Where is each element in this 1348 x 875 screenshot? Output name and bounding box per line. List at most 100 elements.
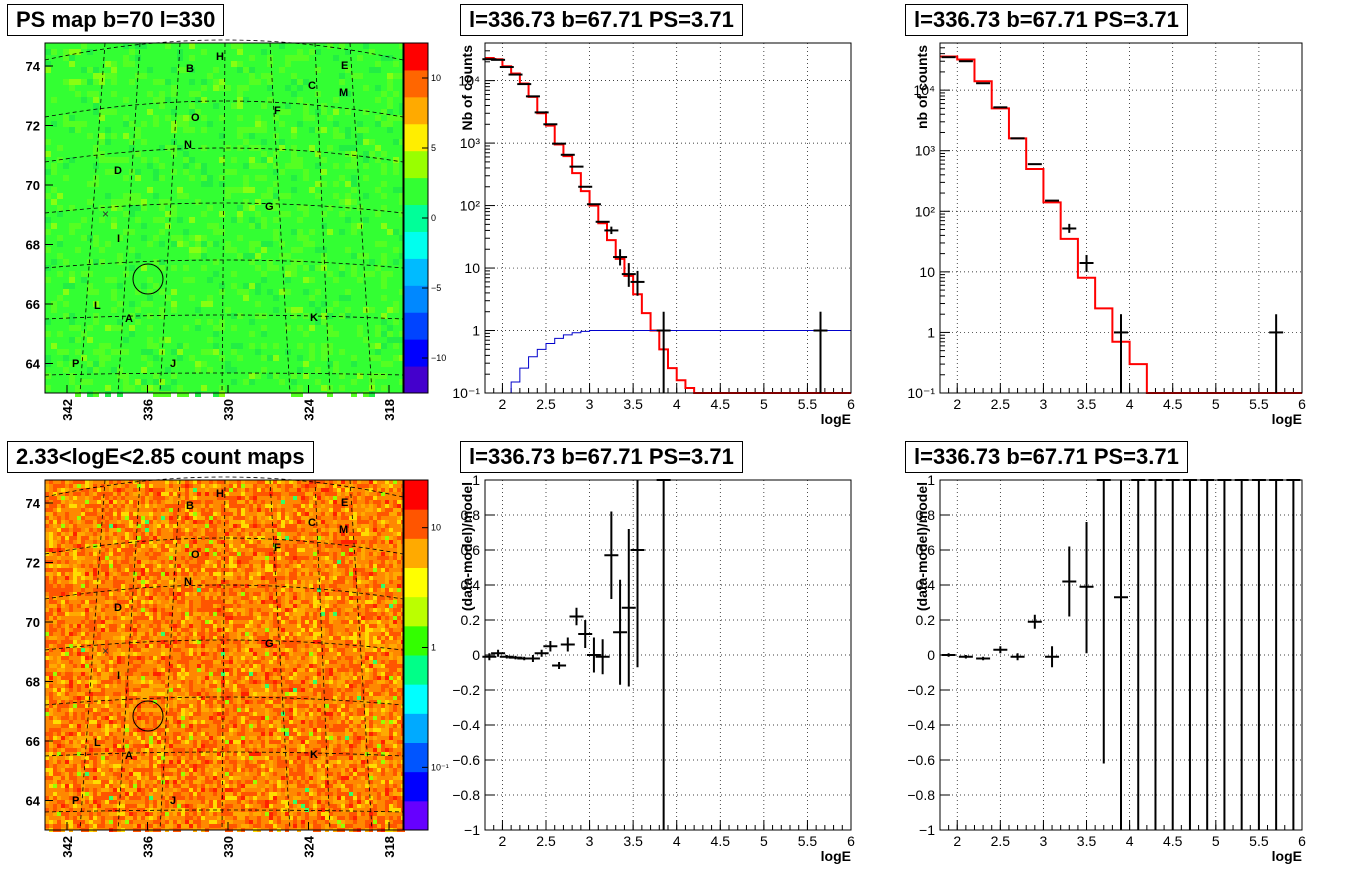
map-pixel xyxy=(365,572,369,576)
map-pixel xyxy=(369,616,373,620)
map-pixel xyxy=(99,349,105,355)
map-pixel xyxy=(225,628,229,632)
map-pixel xyxy=(321,319,327,325)
map-pixel xyxy=(111,217,117,223)
map-pixel xyxy=(165,644,169,648)
map-pixel xyxy=(357,632,361,636)
map-pixel xyxy=(145,564,149,568)
map-pixel xyxy=(165,492,169,496)
map-pixel xyxy=(317,748,321,752)
map-pixel xyxy=(87,49,93,55)
map-pixel xyxy=(57,688,61,692)
map-pixel xyxy=(237,103,243,109)
map-pixel xyxy=(245,632,249,636)
map-pixel xyxy=(161,632,165,636)
map-pixel xyxy=(65,696,69,700)
map-pixel xyxy=(265,548,269,552)
map-pixel xyxy=(293,636,297,640)
map-pixel xyxy=(221,636,225,640)
map-pixel xyxy=(181,480,185,484)
map-pixel xyxy=(261,612,265,616)
map-pixel xyxy=(277,564,281,568)
map-pixel xyxy=(249,632,253,636)
map-pixel xyxy=(69,672,73,676)
map-pixel xyxy=(185,504,189,508)
map-pixel xyxy=(153,516,157,520)
map-pixel xyxy=(245,704,249,708)
map-pixel xyxy=(341,544,345,548)
map-pixel xyxy=(325,556,329,560)
map-pixel xyxy=(45,712,49,716)
map-pixel xyxy=(195,361,201,367)
map-pixel xyxy=(57,740,61,744)
map-pixel xyxy=(123,271,129,277)
map-pixel xyxy=(317,688,321,692)
map-pixel xyxy=(257,556,261,560)
map-pixel xyxy=(385,672,389,676)
map-pixel xyxy=(329,584,333,588)
map-pixel xyxy=(365,608,369,612)
map-pixel xyxy=(267,355,273,361)
map-pixel xyxy=(291,307,297,313)
map-pixel xyxy=(277,612,281,616)
map-pixel xyxy=(373,532,377,536)
map-pixel xyxy=(109,552,113,556)
colorbar-band xyxy=(404,177,428,206)
map-pixel xyxy=(69,536,73,540)
map-pixel xyxy=(113,748,117,752)
map-pixel xyxy=(117,612,121,616)
map-pixel xyxy=(121,512,125,516)
map-pixel xyxy=(293,556,297,560)
map-pixel xyxy=(53,716,57,720)
map-pixel xyxy=(201,127,207,133)
map-pixel xyxy=(233,688,237,692)
map-pixel xyxy=(293,592,297,596)
map-pixel xyxy=(365,708,369,712)
map-pixel xyxy=(377,504,381,508)
map-pixel xyxy=(321,355,327,361)
map-pixel xyxy=(105,664,109,668)
map-pixel xyxy=(317,548,321,552)
map-pixel xyxy=(277,608,281,612)
map-pixel xyxy=(357,604,361,608)
map-pixel xyxy=(221,564,225,568)
map-pixel xyxy=(293,480,297,484)
map-pixel xyxy=(201,620,205,624)
map-pixel xyxy=(377,512,381,516)
map-pixel xyxy=(221,560,225,564)
map-pixel xyxy=(189,488,193,492)
map-pixel xyxy=(105,568,109,572)
map-pixel xyxy=(313,612,317,616)
map-pixel xyxy=(109,628,113,632)
map-pixel xyxy=(141,744,145,748)
latitude-line xyxy=(44,202,404,214)
map-pixel xyxy=(349,740,353,744)
map-pixel xyxy=(193,572,197,576)
map-pixel xyxy=(137,600,141,604)
map-pixel xyxy=(397,584,401,588)
map-pixel xyxy=(297,688,301,692)
map-pixel xyxy=(81,532,85,536)
map-pixel xyxy=(177,217,183,223)
map-pixel xyxy=(93,259,99,265)
map-pixel xyxy=(297,325,303,331)
map-pixel xyxy=(339,373,345,379)
map-pixel xyxy=(185,512,189,516)
map-pixel xyxy=(365,652,369,656)
longitude-line xyxy=(79,42,106,394)
map-pixel xyxy=(333,121,339,127)
map-pixel xyxy=(149,752,153,756)
map-pixel xyxy=(285,728,289,732)
map-pixel xyxy=(117,628,121,632)
map-pixel xyxy=(317,496,321,500)
map-pixel xyxy=(309,604,313,608)
map-pixel xyxy=(149,512,153,516)
map-pixel xyxy=(133,552,137,556)
map-pixel xyxy=(225,692,229,696)
map-pixel xyxy=(185,600,189,604)
map-pixel xyxy=(297,600,301,604)
map-pixel xyxy=(337,680,341,684)
map-pixel xyxy=(261,624,265,628)
map-pixel xyxy=(369,49,375,55)
map-pixel xyxy=(53,604,57,608)
